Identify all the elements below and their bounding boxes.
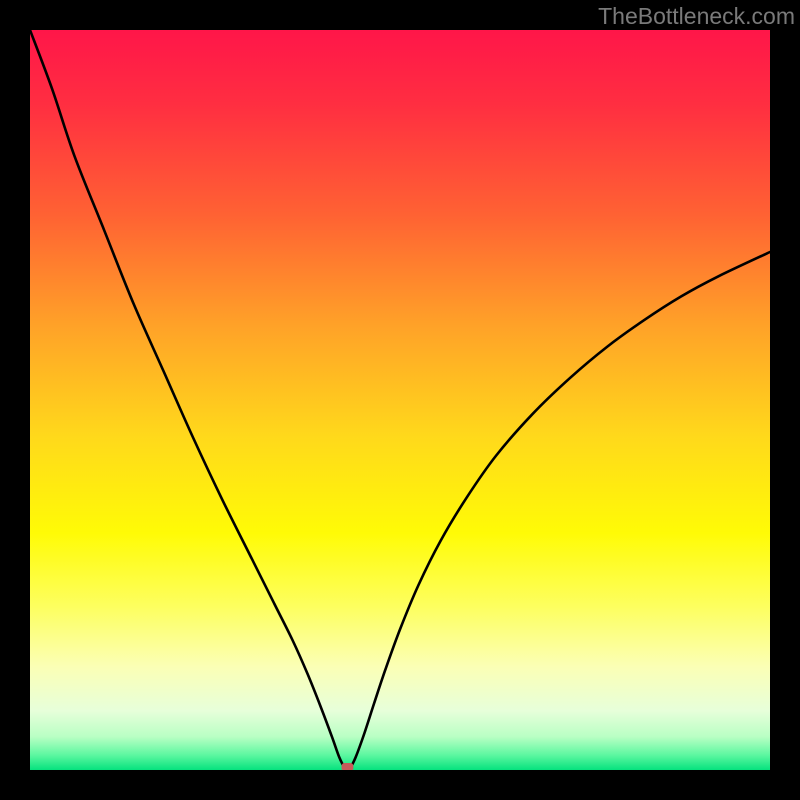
plot-svg bbox=[30, 30, 770, 770]
plot-area bbox=[30, 30, 770, 770]
gradient-background bbox=[30, 30, 770, 770]
watermark-text: TheBottleneck.com bbox=[598, 3, 795, 30]
minimum-marker bbox=[342, 763, 354, 770]
chart-frame: TheBottleneck.com bbox=[0, 0, 800, 800]
